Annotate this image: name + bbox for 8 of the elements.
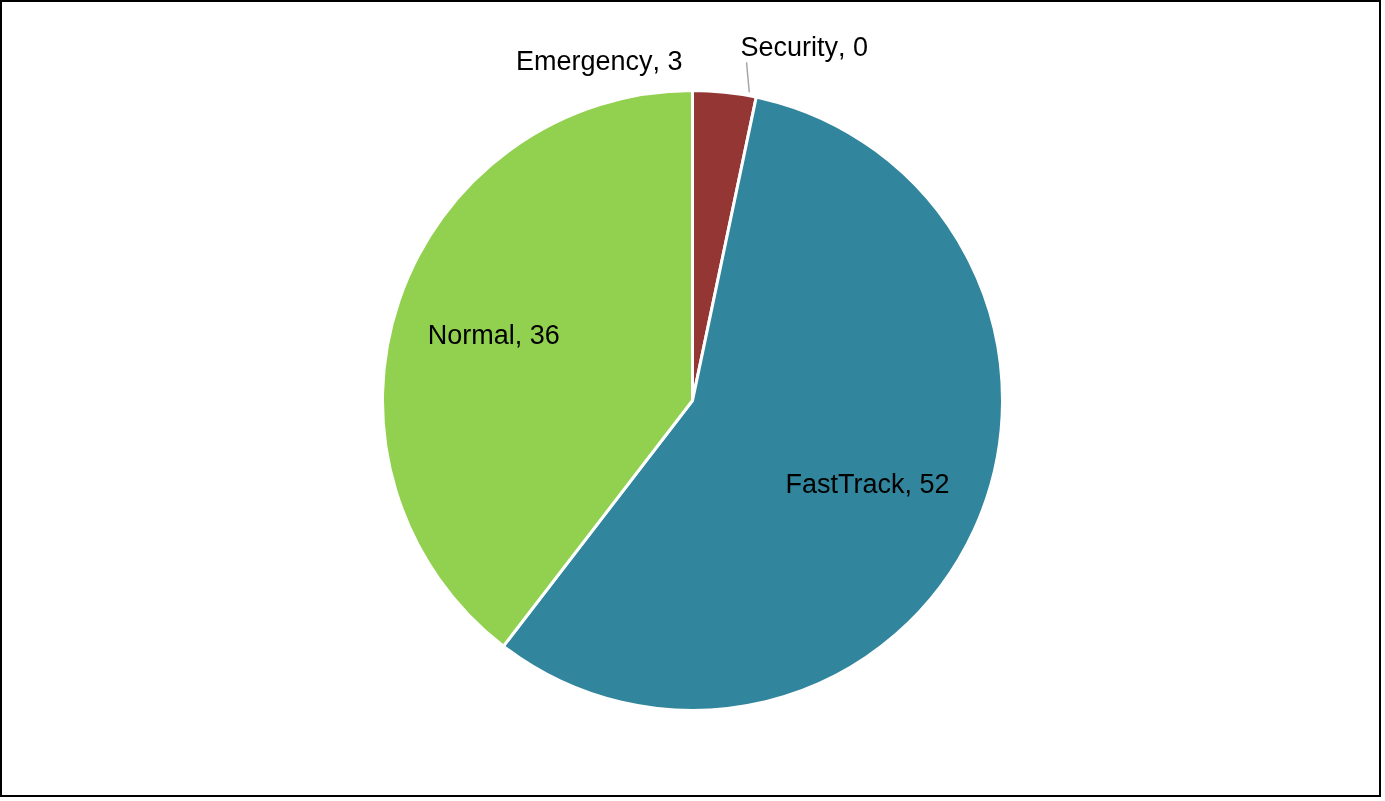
category-label: Security (740, 32, 839, 63)
slice-label: Emergency (516, 46, 654, 77)
data-label: , 52 (904, 468, 950, 499)
slice-label: Normal (427, 319, 515, 350)
data-label: , 3 (652, 46, 683, 77)
text: , 0 (838, 32, 869, 63)
data-label: , 36 (514, 319, 560, 350)
slice-label: FastTrack (785, 468, 906, 499)
